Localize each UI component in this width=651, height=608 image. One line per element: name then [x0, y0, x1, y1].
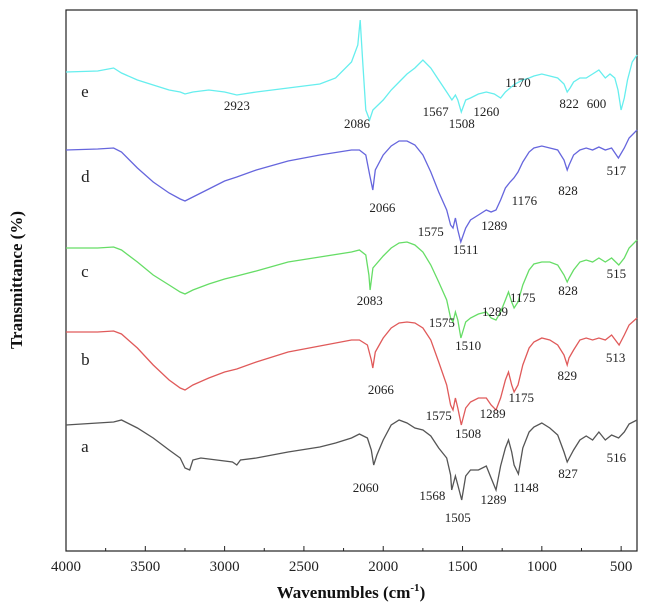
peak-label: 1505: [445, 510, 471, 525]
x-tick-label: 2500: [289, 559, 319, 575]
x-axis: 4000 3500 3000 2500 2000 1500 1000 500: [51, 546, 632, 575]
curve-label-e: e: [81, 82, 89, 101]
series-line-d: [65, 129, 638, 245]
curve-label-d: d: [81, 167, 90, 186]
peak-label: 1568: [419, 488, 445, 503]
peak-label: 1575: [426, 408, 452, 423]
peak-label: 1508: [449, 116, 475, 131]
peak-label: 828: [558, 183, 578, 198]
peak-label: 1175: [508, 390, 534, 405]
x-tick-label: 1000: [527, 559, 557, 575]
peak-label: 516: [607, 450, 627, 465]
x-tick-label: 2000: [368, 559, 398, 575]
x-tick-label: 3500: [130, 559, 160, 575]
x-tick-label: 500: [610, 559, 633, 575]
peak-label: 1170: [505, 75, 531, 90]
plot-frame: [65, 9, 638, 552]
peak-label: 1289: [480, 492, 506, 507]
peak-label: 600: [587, 96, 607, 111]
x-axis-title: Wavenumbles (cm-1): [277, 582, 425, 602]
curve-label-c: c: [81, 262, 89, 281]
peak-label: 1260: [473, 104, 499, 119]
x-tick-label: 3000: [210, 559, 240, 575]
peak-label: 1289: [480, 406, 506, 421]
peak-label: 1175: [510, 290, 536, 305]
curve-label-a: a: [81, 437, 89, 456]
peak-label: 2066: [369, 200, 396, 215]
peak-label: 1575: [418, 224, 444, 239]
peak-label: 1289: [481, 218, 507, 233]
peak-label: 1567: [423, 104, 450, 119]
peak-label: 829: [557, 368, 577, 383]
peak-label: 1508: [455, 426, 481, 441]
peak-label: 2060: [353, 480, 379, 495]
peak-label: 1176: [512, 193, 538, 208]
series-line-b: [66, 317, 638, 426]
peak-label: 2066: [368, 382, 395, 397]
series-line-c: [66, 239, 638, 339]
peak-label: 1510: [455, 338, 481, 353]
x-tick-label: 4000: [51, 559, 81, 575]
peak-label: 827: [558, 466, 578, 481]
y-axis-title: Transmittance (%): [7, 211, 26, 349]
x-tick-label: 1500: [448, 559, 478, 575]
peak-label: 822: [559, 96, 579, 111]
peak-label: 828: [558, 283, 578, 298]
peak-label: 2083: [357, 293, 383, 308]
peak-label: 515: [607, 266, 627, 281]
peak-label: 517: [607, 163, 627, 178]
curve-label-b: b: [81, 350, 90, 369]
peak-label: 513: [606, 350, 626, 365]
curve-labels-layer: a b c d e: [81, 82, 90, 456]
peak-label: 1289: [482, 304, 508, 319]
peak-label: 2086: [344, 116, 371, 131]
series-line-a: [65, 419, 638, 501]
peak-label: 1575: [429, 315, 455, 330]
series-layer: [65, 19, 638, 501]
series-line-e: [65, 19, 638, 122]
peak-label: 2923: [224, 98, 250, 113]
peak-label: 1148: [513, 480, 539, 495]
peak-label: 1511: [453, 242, 479, 257]
